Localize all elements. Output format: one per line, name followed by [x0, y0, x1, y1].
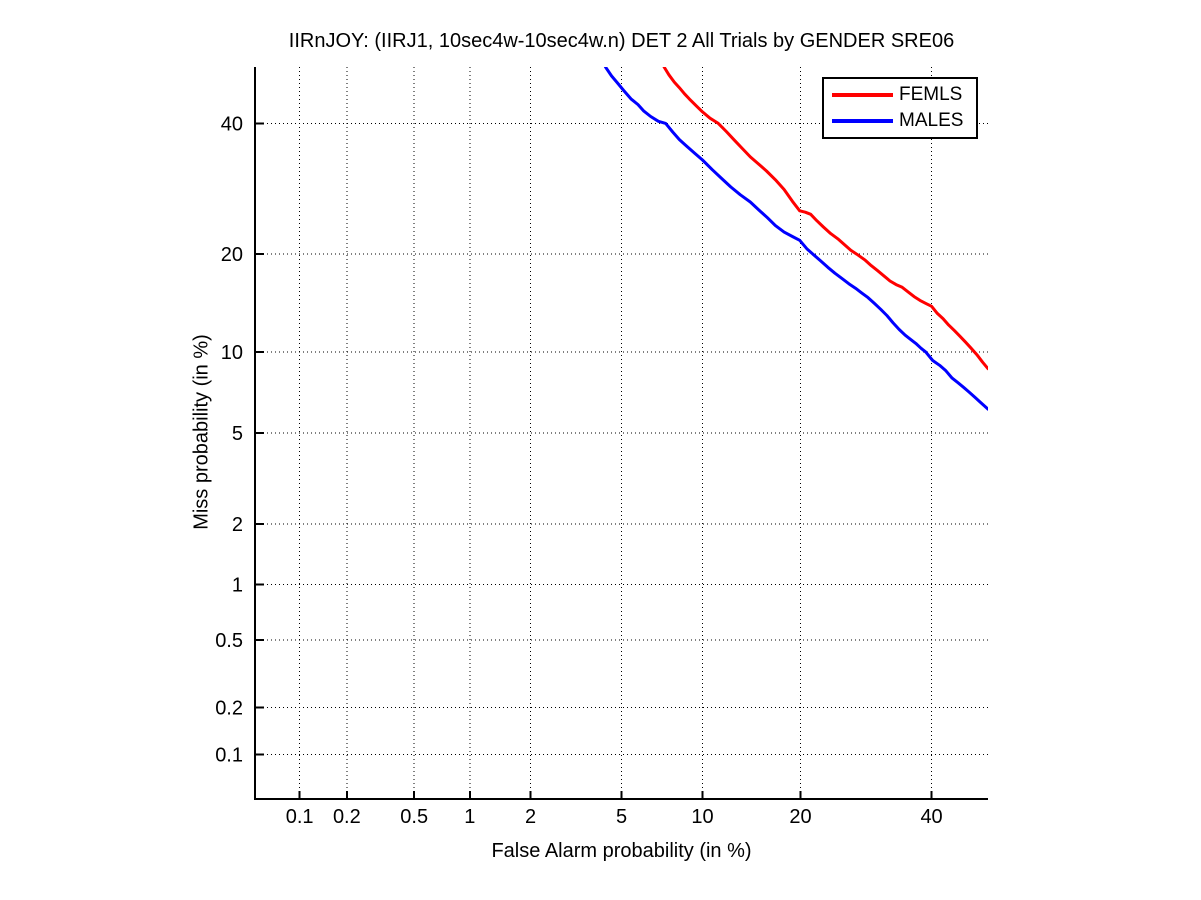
chart-title: IIRnJOY: (IIRJ1, 10sec4w-10sec4w.n) DET …: [288, 30, 955, 52]
x-tick-label: 5: [616, 806, 627, 828]
tick-labels: 0.1 0.2 0.5 1 2 5 10 20 40 0.1 0.2 0.5 1 2 5 10 20 40: [215, 113, 943, 828]
curve-femls: [662, 67, 988, 371]
y-tick-label: 5: [232, 423, 243, 445]
x-tick-label: 2: [525, 806, 536, 828]
y-tick-label: 1: [232, 575, 243, 597]
y-tick-label: 0.1: [215, 744, 243, 766]
tick-marks: [255, 122, 933, 799]
axes: [254, 67, 988, 800]
femls-legend-label: FEMLS: [899, 84, 963, 105]
y-tick-label: 20: [221, 244, 243, 266]
males-line-swatch: [832, 119, 893, 123]
x-tick-label: 40: [920, 806, 942, 828]
legend: FEMLS MALES: [822, 77, 978, 139]
y-tick-label: 0.2: [215, 697, 243, 719]
y-tick-label: 2: [232, 514, 243, 536]
x-tick-label: 0.1: [286, 806, 314, 828]
grid: [255, 67, 988, 799]
x-tick-label: 0.5: [400, 806, 428, 828]
males-legend-label: MALES: [899, 110, 964, 131]
legend-item-males: MALES: [824, 111, 976, 131]
x-tick-label: 0.2: [333, 806, 361, 828]
x-axis-label: False Alarm probability (in %): [491, 840, 752, 862]
x-tick-label: 1: [464, 806, 475, 828]
y-axis-label: Miss probability (in %): [190, 334, 213, 530]
y-tick-label: 0.5: [215, 630, 243, 652]
det-curves: [604, 67, 988, 411]
legend-item-femls: FEMLS: [824, 85, 976, 105]
femls-line-swatch: [832, 93, 893, 97]
curve-males: [604, 67, 988, 411]
y-tick-label: 40: [221, 113, 243, 135]
x-tick-label: 20: [789, 806, 811, 828]
x-tick-label: 10: [691, 806, 713, 828]
y-tick-label: 10: [221, 342, 243, 364]
